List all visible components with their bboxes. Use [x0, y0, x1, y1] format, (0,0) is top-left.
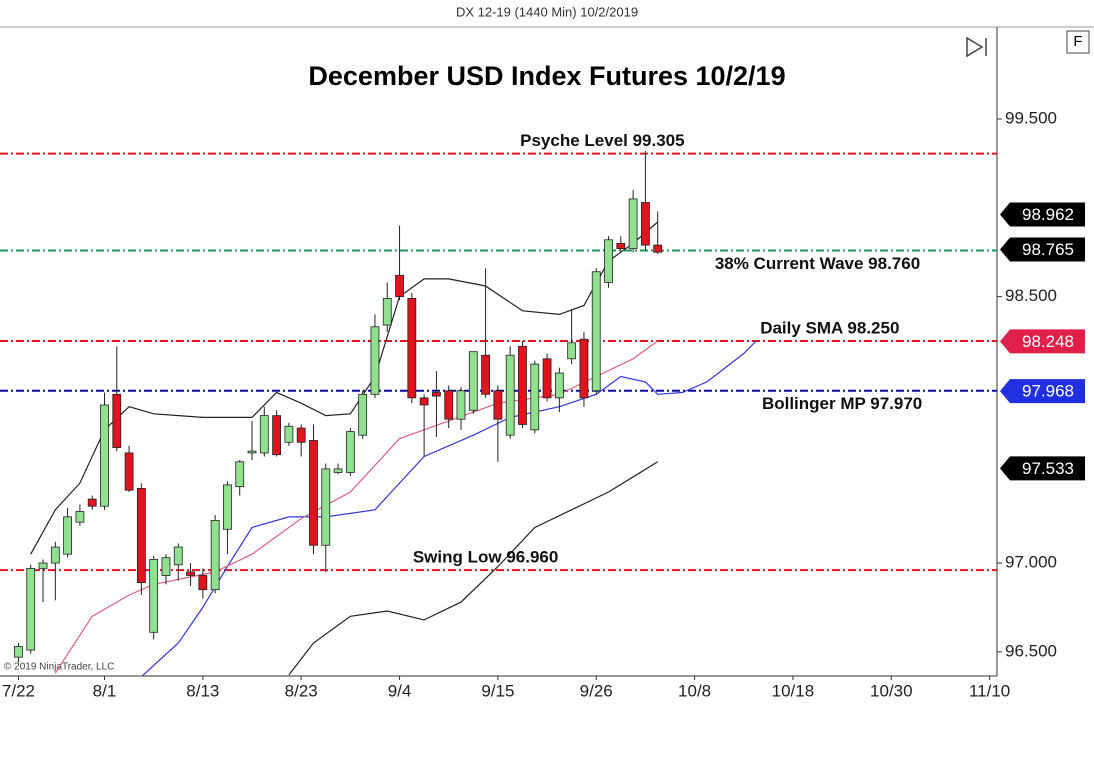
price-marker	[1000, 456, 1085, 481]
candle-body	[456, 390, 466, 420]
price-marker	[1000, 202, 1085, 227]
candle-body	[173, 546, 183, 566]
panel-button[interactable]	[1066, 30, 1090, 54]
level-label: Bollinger MP 97.970	[762, 394, 922, 413]
candle-body	[395, 274, 404, 298]
candle-body	[198, 575, 208, 591]
level-label: Swing Low 96.960	[413, 548, 559, 567]
candle-body	[124, 452, 134, 491]
chart-title: December USD Index Futures 10/2/19	[308, 61, 785, 91]
candle-body	[223, 484, 232, 530]
candle-body	[432, 392, 441, 397]
price-marker-label: 98.765	[1022, 240, 1074, 259]
candle-body	[321, 468, 331, 546]
x-tick-label: 8/1	[93, 681, 117, 700]
x-tick-label: 10/18	[772, 681, 815, 700]
candle-body	[604, 239, 613, 283]
candle-body	[505, 354, 515, 436]
price-marker	[1000, 379, 1085, 404]
candle-body	[419, 397, 429, 406]
candle-body	[370, 326, 380, 395]
candle-body	[38, 562, 48, 569]
candle-body	[235, 461, 245, 488]
candle-body	[14, 646, 23, 658]
x-tick-label: 9/15	[481, 681, 514, 700]
x-tick-label: 10/30	[870, 681, 913, 700]
candle-body	[309, 440, 318, 546]
candle-body	[186, 571, 195, 576]
price-marker-label: 97.968	[1022, 382, 1074, 401]
x-tick-label: 8/23	[285, 681, 318, 700]
candle-body	[591, 271, 601, 392]
candle-body	[63, 516, 73, 555]
x-tick-label: 9/26	[580, 681, 613, 700]
candle-body	[579, 338, 589, 399]
indicator-line	[288, 461, 659, 676]
indicator-line	[141, 340, 757, 676]
candle-body	[628, 198, 638, 250]
candle-body	[407, 297, 417, 399]
candle-body	[641, 202, 650, 246]
x-tick-label: 9/4	[388, 681, 412, 700]
candle-body	[87, 498, 97, 507]
level-label: 38% Current Wave 98.760	[715, 254, 920, 273]
candle-body	[259, 415, 269, 454]
chart-header: DX 12-19 (1440 Min) 10/2/2019	[456, 4, 638, 19]
candle-body	[136, 488, 146, 583]
candle-body	[247, 450, 257, 454]
plot	[0, 150, 997, 676]
candle-body	[444, 390, 454, 420]
price-marker-label: 97.533	[1022, 459, 1074, 478]
candle-body	[26, 567, 36, 651]
y-tick-label: 99.500	[1005, 108, 1057, 127]
x-tick-label: 10/8	[678, 681, 711, 700]
price-marker-label: 98.962	[1022, 205, 1074, 224]
x-tick-label: 11/10	[969, 681, 1010, 700]
candle-body	[530, 363, 540, 431]
candle-body	[100, 404, 109, 507]
candle-body	[345, 431, 355, 473]
candle-body	[333, 468, 343, 473]
candle-body	[653, 244, 663, 253]
level-label: Daily SMA 98.250	[760, 319, 899, 338]
candle-body	[468, 351, 478, 411]
candle-body	[50, 546, 60, 564]
candle-body	[554, 372, 564, 399]
candle-body	[284, 425, 294, 443]
play-button[interactable]	[966, 36, 987, 58]
level-label: Psyche Level 99.305	[520, 131, 684, 150]
candle-body	[296, 427, 306, 443]
x-tick-label: 7/22	[2, 681, 35, 700]
candle-body	[161, 557, 171, 576]
price-marker	[1000, 237, 1085, 262]
candle-body	[272, 415, 282, 456]
play-icon[interactable]	[966, 36, 984, 58]
candle-body	[149, 559, 159, 633]
x-tick-label: 8/13	[186, 681, 219, 700]
price-marker	[1000, 329, 1085, 354]
candle-body	[358, 393, 368, 436]
price-marker-label: 98.248	[1022, 332, 1074, 351]
y-tick-label: 96.500	[1005, 641, 1057, 660]
candle-body	[112, 393, 122, 448]
panel-button-label[interactable]: F	[1073, 33, 1082, 50]
candle-body	[542, 358, 552, 399]
candle-body	[518, 345, 527, 425]
candle-body	[481, 354, 490, 395]
candle-body	[567, 342, 577, 360]
candle-body	[616, 242, 626, 250]
y-tick-label: 97.000	[1005, 553, 1057, 572]
candle-body	[493, 390, 503, 420]
candle-body	[75, 511, 85, 523]
candle-body	[382, 297, 392, 326]
y-tick-label: 98.500	[1005, 286, 1057, 305]
candle-body	[210, 520, 220, 591]
